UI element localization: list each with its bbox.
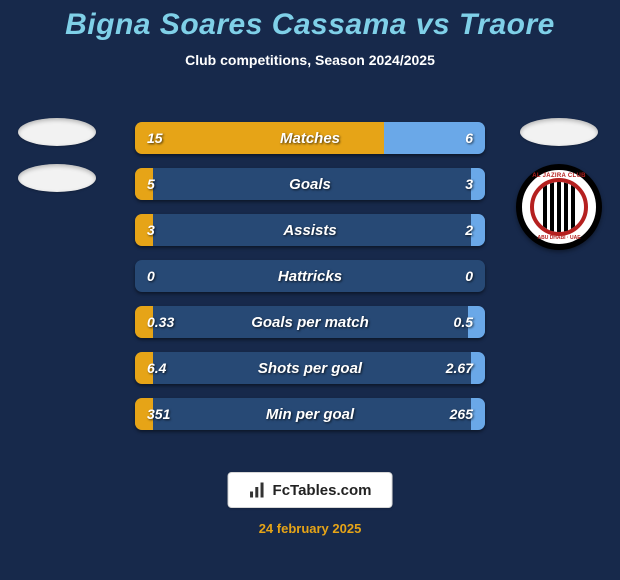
row-label: Min per goal	[135, 406, 485, 423]
row-label: Matches	[135, 130, 485, 147]
left-player-badges	[18, 118, 96, 192]
brand-text: FcTables.com	[273, 482, 372, 499]
stat-row: 156Matches	[135, 122, 485, 154]
al-jazira-crest-icon: AL JAZIRA CLUB ABU DHABI · UAE	[516, 164, 602, 250]
placeholder-crest-icon	[520, 118, 598, 146]
stat-row: 6.42.67Shots per goal	[135, 352, 485, 384]
crest-top-text: AL JAZIRA CLUB	[522, 173, 596, 179]
row-label: Assists	[135, 222, 485, 239]
brand-badge: FcTables.com	[228, 472, 393, 508]
right-player-badges: AL JAZIRA CLUB ABU DHABI · UAE	[516, 118, 602, 250]
stat-row: 351265Min per goal	[135, 398, 485, 430]
stat-row: 32Assists	[135, 214, 485, 246]
crest-bottom-text: ABU DHABI · UAE	[522, 235, 596, 241]
stat-row: 0.330.5Goals per match	[135, 306, 485, 338]
page-title: Bigna Soares Cassama vs Traore	[0, 0, 620, 42]
row-label: Goals per match	[135, 314, 485, 331]
comparison-canvas: Bigna Soares Cassama vs Traore Club comp…	[0, 0, 620, 580]
crest-stripes-icon	[543, 182, 575, 232]
stat-row: 00Hattricks	[135, 260, 485, 292]
page-subtitle: Club competitions, Season 2024/2025	[0, 52, 620, 68]
placeholder-crest-icon	[18, 164, 96, 192]
stat-rows: 156Matches 53Goals 32Assists 00Hattricks 0.3…	[135, 122, 485, 430]
bars-icon	[249, 481, 267, 499]
footer-date: 24 february 2025	[0, 521, 620, 536]
crest-inner	[530, 178, 588, 236]
stat-row: 53Goals	[135, 168, 485, 200]
row-label: Goals	[135, 176, 485, 193]
row-label: Hattricks	[135, 268, 485, 285]
row-label: Shots per goal	[135, 360, 485, 377]
placeholder-crest-icon	[18, 118, 96, 146]
